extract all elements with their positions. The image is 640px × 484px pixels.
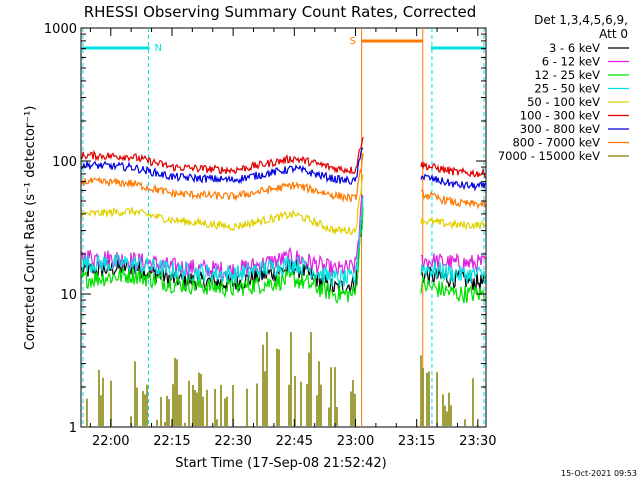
saa-flag-label: S — [350, 36, 356, 47]
timestamp-label: 15-Oct-2021 09:53 — [561, 469, 637, 478]
y-tick-label: 100 — [52, 155, 77, 170]
legend-label: 800 - 7000 keV — [512, 136, 600, 150]
legend-label: 6 - 12 keV — [542, 55, 600, 69]
series-line-4 — [81, 196, 486, 287]
legend-header-line-1: Det 1,3,4,5,6,9, — [534, 13, 628, 27]
x-tick-label: 23:30 — [459, 434, 496, 449]
legend-label: 3 - 6 keV — [549, 41, 600, 55]
legend-label: 300 - 800 keV — [520, 122, 600, 136]
legend-header-line-2: Att 0 — [599, 27, 628, 41]
chart-title: RHESSI Observing Summary Count Rates, Co… — [84, 3, 477, 21]
x-tick-label: 22:00 — [92, 434, 129, 449]
x-tick-label: 22:30 — [214, 434, 251, 449]
x-tick-label: 23:15 — [398, 434, 435, 449]
x-axis-label: Start Time (17-Sep-08 21:52:42) — [175, 456, 386, 471]
series-layer — [81, 136, 486, 426]
x-tick-label: 23:00 — [337, 434, 374, 449]
plot-frame — [80, 27, 487, 428]
y-axis-label-text: Corrected Count Rate (s⁻¹ detector⁻¹) — [23, 106, 38, 351]
series-line-6 — [81, 136, 486, 178]
y-axis-label: Corrected Count Rate (s⁻¹ detector⁻¹) — [23, 106, 38, 351]
legend-label: 12 - 25 keV — [534, 68, 600, 82]
series-line-5 — [81, 174, 486, 236]
tick-layer: 22:00 22:15 22:30 22:45 23:00 23:15 23:30 1 10 10… — [44, 22, 497, 449]
x-tick-label: 22:15 — [153, 434, 190, 449]
legend-label: 25 - 50 keV — [534, 82, 600, 96]
night-flag-label: N — [155, 43, 162, 54]
series-line-9 — [86, 332, 478, 426]
legend-label: 50 - 100 keV — [527, 95, 600, 109]
legend-label: 7000 - 15000 keV — [498, 149, 600, 163]
y-tick-label: 1000 — [44, 22, 77, 37]
x-tick-label: 22:45 — [276, 434, 313, 449]
y-tick-label: 10 — [60, 288, 77, 303]
series-line-8 — [81, 153, 486, 210]
y-tick-label: 1 — [69, 421, 77, 436]
flag-layer: NS — [82, 28, 485, 427]
legend-label: 100 - 300 keV — [520, 109, 600, 123]
series-line-7 — [81, 147, 486, 192]
